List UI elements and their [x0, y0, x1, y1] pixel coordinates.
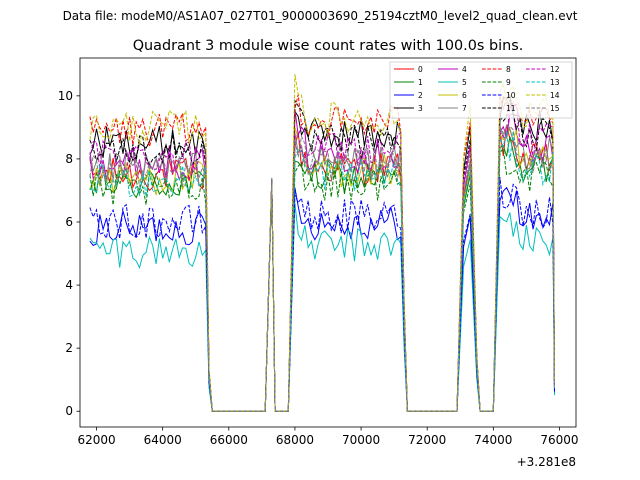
- series-line-6: [89, 126, 555, 412]
- legend-label-5: 5: [462, 78, 467, 87]
- legend-label-7: 7: [462, 104, 467, 113]
- x-tick-label: 70000: [342, 433, 380, 447]
- y-tick-label: 8: [65, 152, 73, 166]
- x-tick-label: 68000: [276, 433, 314, 447]
- legend-label-14: 14: [550, 91, 560, 100]
- series-line-8: [89, 94, 555, 412]
- series-line-2: [89, 181, 555, 412]
- x-tick-label: 64000: [144, 433, 182, 447]
- chart-title: Quadrant 3 module wise count rates with …: [133, 38, 524, 54]
- series-line-13: [89, 130, 555, 412]
- legend-label-8: 8: [506, 65, 511, 74]
- y-tick-label: 10: [58, 89, 73, 103]
- legend-label-12: 12: [550, 65, 560, 74]
- legend-label-13: 13: [550, 78, 560, 87]
- x-offset-label: +3.281e8: [517, 455, 576, 469]
- legend-label-0: 0: [418, 65, 423, 74]
- legend-frame: [389, 61, 573, 119]
- x-tick-label: 74000: [474, 433, 512, 447]
- y-tick-label: 6: [65, 215, 73, 229]
- tick-layer: 62000 64000 66000 68000 70000 72000 74000 76000…: [58, 89, 579, 447]
- legend-label-11: 11: [506, 104, 516, 113]
- series-line-10: [89, 177, 555, 412]
- x-tick-label: 72000: [408, 433, 446, 447]
- data-file-label: Data file: modeM0/AS1A07_027T01_90000036…: [63, 9, 578, 23]
- legend-label-4: 4: [462, 65, 467, 74]
- legend-label-1: 1: [418, 78, 423, 87]
- plot-frame: [79, 57, 577, 428]
- legend-label-15: 15: [550, 104, 560, 113]
- x-tick-label: 62000: [77, 433, 115, 447]
- legend-label-9: 9: [506, 78, 511, 87]
- series-line-5: [89, 177, 555, 412]
- y-tick-label: 2: [65, 341, 73, 355]
- y-tick-label: 4: [65, 278, 73, 292]
- series-line-9: [89, 147, 555, 412]
- legend-label-6: 6: [462, 91, 467, 100]
- legend-label-10: 10: [506, 91, 516, 100]
- series-line-12: [89, 103, 555, 412]
- y-tick-label: 0: [65, 404, 73, 418]
- legend-label-3: 3: [418, 104, 423, 113]
- x-tick-label: 76000: [540, 433, 578, 447]
- x-tick-label: 66000: [210, 433, 248, 447]
- series-line-15: [89, 125, 555, 412]
- legend-label-2: 2: [418, 91, 423, 100]
